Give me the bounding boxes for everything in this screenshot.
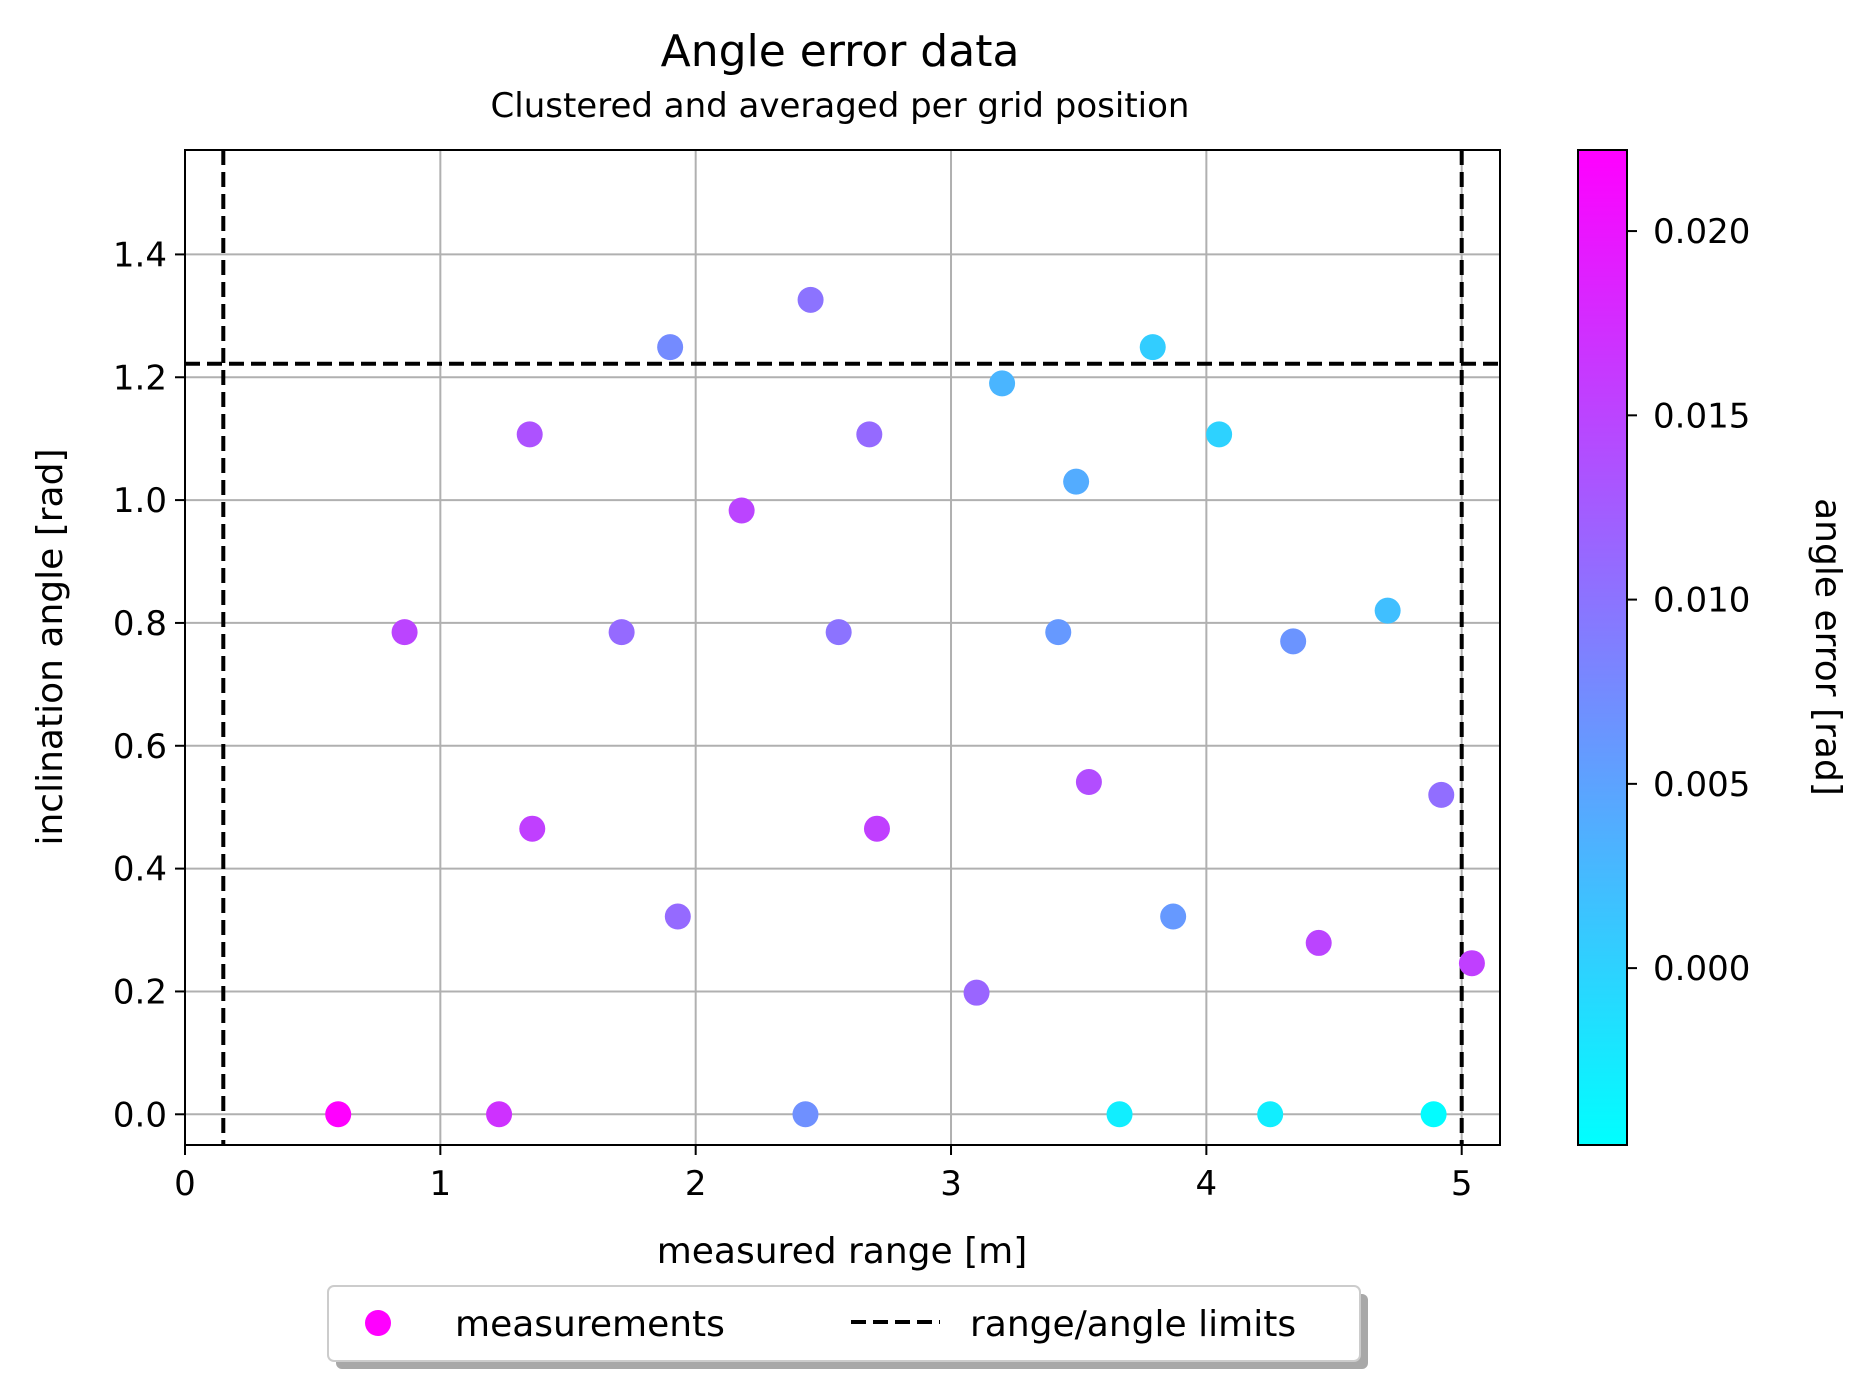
scatter-point: [1063, 468, 1090, 495]
scatter-point: [1045, 619, 1072, 646]
scatter-point: [519, 815, 546, 842]
y-tick-label: 0.2: [113, 972, 167, 1012]
scatter-point: [664, 903, 691, 930]
scatter-point: [1257, 1101, 1284, 1128]
x-axis-label: measured range [m]: [657, 1231, 1028, 1272]
y-tick-label: 1.2: [113, 358, 167, 398]
scatter-point: [1280, 628, 1307, 655]
y-tick-label: 0.8: [113, 604, 167, 644]
y-tick-label: 1.0: [113, 481, 167, 521]
scatter-point: [657, 334, 684, 361]
scatter-point: [1075, 769, 1102, 796]
scatter-point: [1374, 597, 1401, 624]
scatter-point: [797, 286, 824, 313]
colorbar-tick-label: 0.005: [1653, 765, 1750, 805]
scatter-point: [728, 497, 755, 524]
colorbar-label: angle error [rad]: [1807, 498, 1848, 796]
colorbar-tick-label: 0.020: [1653, 212, 1750, 252]
y-tick-label: 1.4: [113, 235, 167, 275]
x-tick-label: 0: [174, 1164, 196, 1204]
y-tick-label: 0.6: [113, 727, 167, 767]
legend: measurements range/angle limits: [327, 1285, 1368, 1369]
y-axis: 0.0 0.2 0.4 0.6 0.8 1.0 1.2 1.4: [113, 235, 185, 1135]
chart-subtitle: Clustered and averaged per grid position: [491, 86, 1190, 126]
scatter-point: [963, 979, 990, 1006]
colorbar-tick-label: 0.000: [1653, 949, 1750, 989]
colorbar-axis: 0.000 0.005 0.010 0.015 0.020: [1627, 212, 1750, 989]
x-tick-label: 2: [685, 1164, 707, 1204]
scatter-point: [1106, 1101, 1133, 1128]
scatter-point: [608, 619, 635, 646]
scatter-point: [325, 1101, 352, 1128]
scatter-point: [1139, 334, 1166, 361]
scatter-point: [863, 815, 890, 842]
y-tick-label: 0.4: [113, 850, 167, 890]
colorbar-tick-label: 0.010: [1653, 581, 1750, 621]
scatter-point: [989, 370, 1016, 397]
legend-label-limits: range/angle limits: [970, 1304, 1296, 1345]
x-tick-label: 4: [1196, 1164, 1218, 1204]
legend-marker-measurements: [365, 1310, 391, 1336]
legend-label-measurements: measurements: [455, 1304, 725, 1345]
scatter-point: [1420, 1101, 1447, 1128]
scatter-point: [516, 421, 543, 448]
limit-lines: [185, 150, 1500, 1145]
scatter-point: [486, 1101, 513, 1128]
scatter-point: [825, 619, 852, 646]
scatter-points: [325, 286, 1485, 1128]
scatter-point: [391, 619, 418, 646]
colorbar: [1577, 149, 1628, 1146]
scatter-point: [856, 421, 883, 448]
x-tick-label: 3: [940, 1164, 962, 1204]
y-tick-label: 0.0: [113, 1095, 167, 1135]
x-tick-label: 5: [1451, 1164, 1473, 1204]
scatter-point: [1305, 929, 1332, 956]
scatter-point: [1206, 421, 1233, 448]
scatter-point: [792, 1101, 819, 1128]
scatter-point: [1458, 950, 1485, 977]
scatter-point: [1428, 781, 1455, 808]
scatter-point: [1160, 903, 1187, 930]
chart-title: Angle error data: [661, 26, 1020, 77]
x-axis: 0 1 2 3 4 5: [174, 1145, 1473, 1204]
colorbar-tick-label: 0.015: [1653, 396, 1750, 436]
plot-frame: [184, 149, 1501, 1146]
x-tick-label: 1: [430, 1164, 452, 1204]
y-axis-label: inclination angle [rad]: [30, 448, 71, 845]
